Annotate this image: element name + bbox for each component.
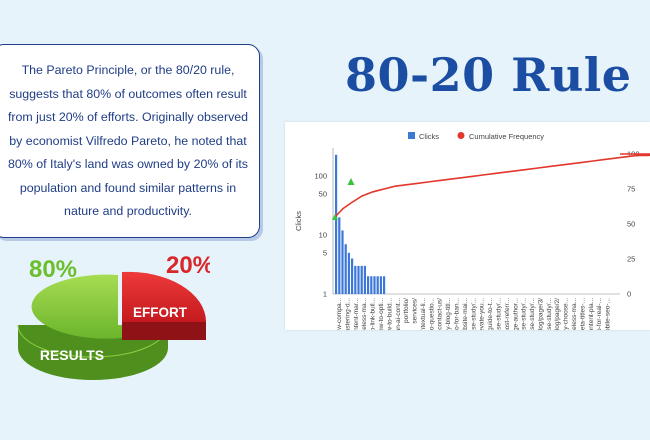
bar	[357, 265, 360, 294]
effort-slice	[122, 271, 207, 322]
x-tick-label: a-guide-to-t...	[487, 298, 494, 330]
page-title: 80-20 Rule	[345, 48, 632, 102]
bar	[347, 252, 350, 294]
cumulative-marker	[332, 214, 338, 220]
bar	[354, 265, 357, 294]
x-tick-label: portfolio/	[403, 298, 410, 323]
bar	[370, 276, 373, 294]
cumulative-line	[334, 153, 650, 218]
y-tick-label: 1	[323, 290, 327, 299]
x-tick-label: how-to-build...	[386, 298, 393, 330]
x-tick-label: faceless-ma...	[361, 298, 368, 330]
bar	[351, 258, 354, 294]
bar	[379, 276, 382, 294]
x-tick-label: ghost-referr...	[504, 298, 511, 330]
y2-tick-label: 75	[627, 185, 635, 194]
x-tick-label: seo-for-ban...	[454, 298, 461, 330]
cumulative-marker	[347, 178, 355, 185]
bar	[367, 276, 370, 294]
pareto-chart: Clicks Cumulative Frequency 100 50 10 5 1 100 75…	[285, 122, 650, 330]
x-tick-label: case-study/...	[495, 298, 502, 330]
y2-tick-label: 0	[627, 290, 631, 299]
x-tick-label: how-to-opti...	[378, 298, 385, 330]
x-tick-label: case-study/...	[529, 298, 536, 330]
x-tick-label: elevate-you...	[479, 298, 486, 330]
x-tick-label: seo-for-real-...	[596, 298, 603, 330]
y-tick-label: 10	[319, 231, 327, 240]
description-text: The Pareto Principle, or the 80/20 rule,…	[7, 63, 249, 218]
legend-label-clicks: Clicks	[419, 132, 439, 141]
x-tick-label: seo-questio...	[428, 298, 435, 330]
bar	[360, 265, 363, 294]
bar	[383, 276, 386, 294]
y-tick-label: 5	[323, 248, 327, 257]
x-tick-label: page-author...	[512, 298, 519, 330]
results-slice	[31, 274, 169, 339]
y-axis-title: Clicks	[294, 211, 303, 231]
x-tick-label: can-ai-cont...	[395, 298, 402, 330]
x-tick-label: case-study/...	[470, 298, 477, 330]
bar	[341, 230, 344, 294]
legend-label-cumulative: Cumulative Frequency	[469, 132, 544, 141]
results-label: RESULTS	[40, 347, 104, 363]
x-tick-label: content-pla...	[588, 298, 595, 330]
bar	[373, 276, 376, 294]
x-tick-label: case-study/...	[546, 298, 553, 330]
x-tick-label: content-mar...	[353, 298, 360, 330]
x-tick-label: mobile-seo-...	[605, 298, 612, 330]
x-tick-label: contact-us/	[437, 298, 444, 330]
bar	[335, 154, 338, 294]
bar	[344, 244, 347, 294]
results-percent: 80%	[29, 256, 77, 283]
bar	[338, 217, 341, 294]
x-tick-label: services/	[412, 298, 419, 324]
y-tick-label: 50	[319, 189, 327, 198]
x-tick-label: mastering-d...	[344, 298, 351, 330]
x-tick-label: faceless-ma...	[571, 298, 578, 330]
y-tick-label: 100	[314, 172, 327, 181]
legend-swatch-cumulative	[457, 132, 465, 139]
effort-slice-side	[122, 322, 206, 340]
x-tick-label: how-compa...	[336, 298, 343, 330]
effort-label: EFFORT	[133, 305, 188, 320]
x-tick-label: blog/page/2/	[554, 298, 561, 330]
x-tick-label: case-study/...	[521, 298, 528, 330]
pareto-chart-svg: Clicks Cumulative Frequency10050105110075…	[294, 132, 650, 330]
y2-tick-label: 50	[627, 220, 635, 229]
bar	[376, 276, 379, 294]
pie-illustration: RESULTS EFFORT 80% 20%	[17, 252, 210, 380]
bar	[363, 265, 366, 294]
description-box: The Pareto Principle, or the 80/20 rule,…	[0, 44, 260, 238]
x-tick-label: blog/page/3/	[537, 298, 544, 330]
y2-tick-label: 25	[627, 255, 635, 264]
x-tick-label: contextual-li...	[420, 298, 427, 330]
effort-percent: 20%	[166, 252, 210, 279]
legend-swatch-clicks	[408, 132, 415, 139]
x-tick-label: why-blog-titl...	[445, 298, 452, 330]
x-tick-label: website-mai...	[462, 298, 469, 330]
x-tick-label: why-choose...	[563, 298, 570, 330]
x-tick-label: seo-link-buil...	[370, 298, 377, 330]
x-tick-label: meta-titles-...	[579, 298, 586, 330]
